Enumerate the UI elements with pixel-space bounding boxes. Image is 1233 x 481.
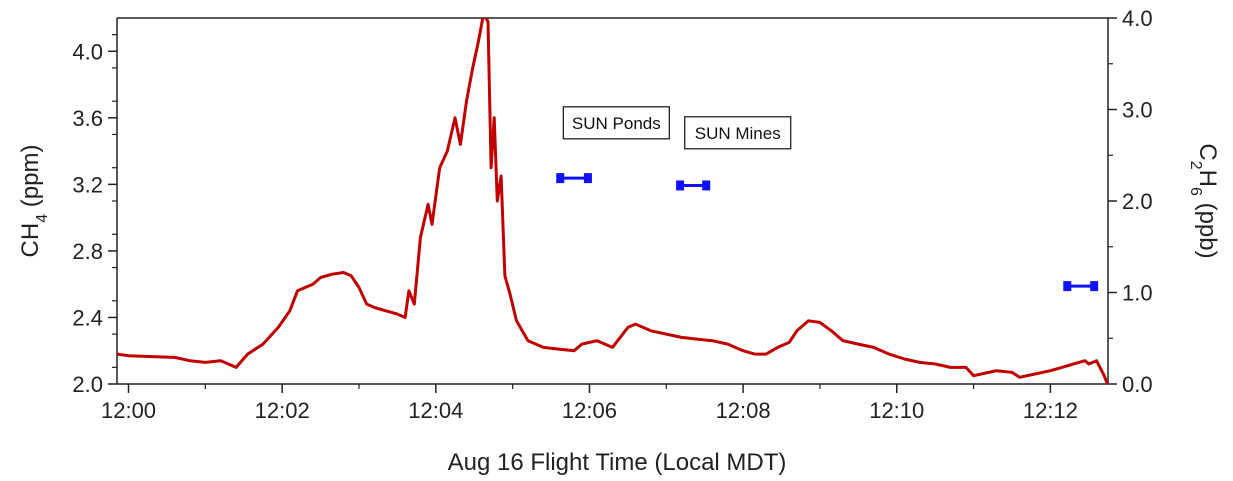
- right-axis-title-mid: H: [1194, 170, 1221, 187]
- x-tick-label: 12:00: [101, 398, 156, 423]
- annotation-box: [562, 106, 670, 140]
- right-axis-title-sub1: 2: [1188, 161, 1205, 170]
- annotations-group: SUN Ponds SUN Mines: [562, 106, 792, 150]
- right-axis-ticks: 0.0 1.0 2.0 3.0 4.0: [1108, 6, 1153, 397]
- annotation-label: SUN Ponds: [572, 114, 661, 133]
- left-axis-title: CH4 (ppm): [17, 145, 51, 258]
- x-tick-label: 12:10: [869, 398, 924, 423]
- left-tick-label: 2.4: [72, 305, 103, 330]
- right-axis-title-rest: (ppb): [1194, 196, 1221, 259]
- left-axis-title-main: CH: [17, 223, 44, 258]
- ethane-marker-cap: [556, 173, 565, 184]
- x-tick-label: 12:08: [716, 398, 771, 423]
- left-tick-label: 2.8: [72, 239, 103, 264]
- right-tick-label: 1.0: [1122, 281, 1153, 306]
- left-axis-title-sub: 4: [34, 214, 51, 223]
- x-tick-label: 12:06: [562, 398, 617, 423]
- axes-group: [116, 17, 1109, 385]
- ethane-marker-cap: [676, 180, 685, 191]
- ethane-marker-cap: [1090, 281, 1099, 292]
- right-tick-label: 2.0: [1122, 189, 1153, 214]
- x-tick-label: 12:02: [255, 398, 310, 423]
- ethane-markers: [556, 173, 1099, 292]
- left-tick-label: 3.6: [72, 106, 103, 131]
- annotation-label: SUN Mines: [695, 124, 781, 143]
- left-tick-label: 2.0: [72, 372, 103, 397]
- left-axis-ticks: 2.0 2.4 2.8 3.2 3.6 4.0: [72, 34, 117, 397]
- right-axis-title-sub2: 6: [1188, 187, 1205, 196]
- ethane-marker-cap: [702, 180, 711, 191]
- ch4-series-line: [117, 18, 1108, 384]
- right-tick-label: 4.0: [1122, 6, 1153, 31]
- ethane-marker-cap: [1063, 281, 1072, 292]
- right-axis-title-main: C: [1194, 143, 1221, 160]
- series-group: [117, 18, 1108, 384]
- right-axis-title: C2H6 (ppb): [1188, 143, 1222, 258]
- x-axis-ticks: 12:00 12:02 12:04 12:06 12:08 12:10 12:12: [101, 384, 1078, 423]
- x-tick-label: 12:04: [408, 398, 463, 423]
- annotation-box: [684, 116, 792, 150]
- left-axis-title-rest: (ppm): [17, 145, 44, 214]
- right-tick-label: 0.0: [1122, 372, 1153, 397]
- left-tick-label: 3.2: [72, 172, 103, 197]
- right-tick-label: 3.0: [1122, 98, 1153, 123]
- ethane-marker-cap: [583, 173, 592, 184]
- x-tick-label: 12:12: [1023, 398, 1078, 423]
- x-axis-title: Aug 16 Flight Time (Local MDT): [448, 449, 787, 476]
- left-tick-label: 4.0: [72, 39, 103, 64]
